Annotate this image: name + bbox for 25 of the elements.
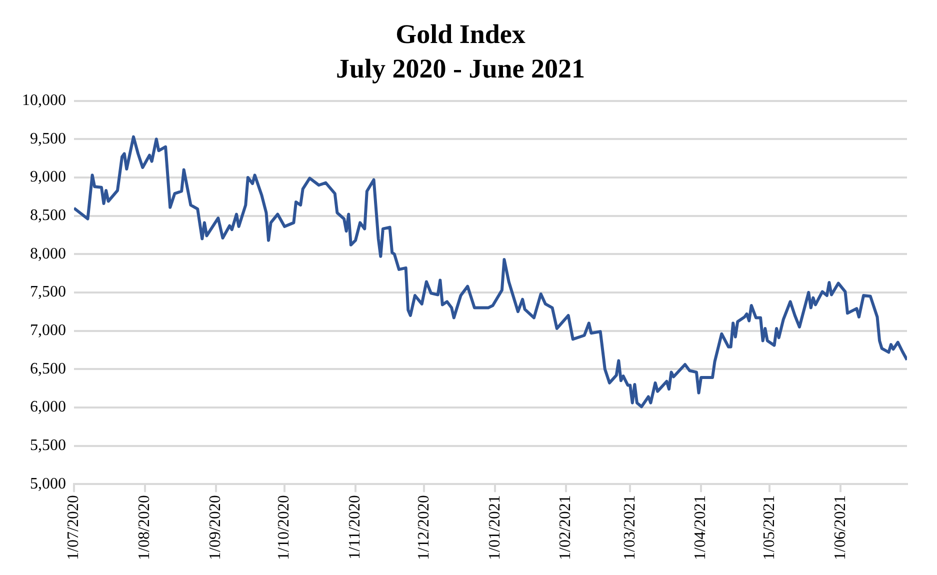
x-tick-label: 1/08/2020 <box>136 495 154 560</box>
x-tick-label: 1/03/2021 <box>621 495 638 560</box>
chart-title: Gold Index <box>396 19 526 50</box>
y-tick-label: 7,000 <box>30 322 66 339</box>
y-tick-label: 9,000 <box>30 168 66 186</box>
x-tick-label: 1/07/2020 <box>65 495 82 560</box>
x-tick-label: 1/11/2020 <box>346 495 364 560</box>
y-tick-label: 7,500 <box>30 284 66 301</box>
y-tick-label: 5,000 <box>30 475 66 492</box>
x-tick-label: 1/02/2021 <box>557 495 574 560</box>
y-tick-label: 8,500 <box>30 206 66 224</box>
y-tick-label: 6,000 <box>30 398 66 416</box>
y-tick-label: 6,500 <box>30 360 66 378</box>
y-tick-label: 9,500 <box>30 130 66 148</box>
x-tick-label: 1/12/2020 <box>415 495 432 560</box>
chart-subtitle: July 2020 - June 2021 <box>336 54 586 84</box>
y-tick-label: 8,000 <box>30 245 66 262</box>
x-tick-label: 1/05/2021 <box>760 495 778 560</box>
y-tick-label: 5,500 <box>30 436 66 454</box>
x-tick-label: 1/06/2021 <box>832 495 849 560</box>
x-tick-label: 1/01/2021 <box>486 495 504 560</box>
x-tick-label: 1/04/2021 <box>692 495 710 560</box>
x-tick-label: 1/10/2020 <box>276 495 293 560</box>
y-tick-label: 10,000 <box>22 92 66 110</box>
x-tick-label: 1/09/2020 <box>207 495 224 560</box>
